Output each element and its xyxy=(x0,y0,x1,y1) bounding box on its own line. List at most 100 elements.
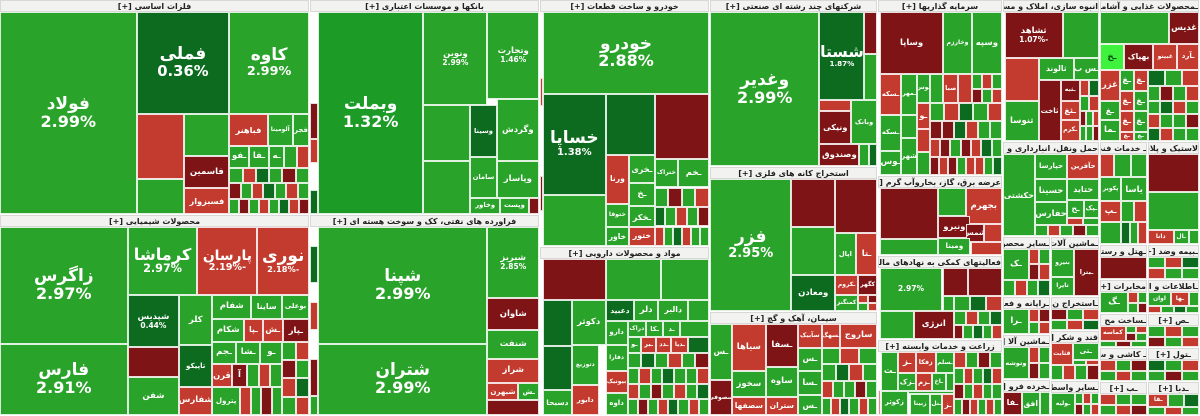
stock-tile[interactable]: ثالوند xyxy=(1038,58,1075,81)
stock-tile[interactable]: وغدیر 2.99% xyxy=(710,12,820,166)
sector-header[interactable]: ـص [+] xyxy=(1148,314,1199,326)
stock-tile-small[interactable]: 2.97% xyxy=(879,268,942,311)
stock-tile[interactable]: ـکرم xyxy=(1060,120,1080,141)
stock-tile[interactable]: کلر xyxy=(179,294,213,346)
stock-tile[interactable]: وبملت 1.32% xyxy=(318,12,424,214)
stock-tile[interactable]: ـت xyxy=(881,352,899,392)
stock-tile[interactable]: نوری -2.18% xyxy=(257,227,309,295)
stock-tile[interactable]: یاسا xyxy=(1121,177,1147,201)
sector-header[interactable]: زراعت و خدمات وابسته [+] xyxy=(878,340,1002,352)
stock-tile[interactable]: تاپیکو xyxy=(179,345,213,387)
sector-header[interactable]: ـماشین آلات و [+] xyxy=(1051,237,1099,249)
stock-tile[interactable]: بجهرم xyxy=(965,188,1002,225)
stock-tile[interactable]: ـغ xyxy=(1119,111,1134,132)
stock-tile[interactable]: ـسهگ xyxy=(821,324,841,348)
stock-tile[interactable]: ثشاهد -1.07% xyxy=(1004,12,1063,59)
stock-tile[interactable]: خاور xyxy=(605,227,630,246)
stock-tile[interactable]: ـسکه xyxy=(879,73,902,115)
stock-tile[interactable]: ـال xyxy=(1173,229,1189,244)
sector-header[interactable]: ـاستخراج ن [+] xyxy=(1051,297,1099,309)
stock-tile[interactable]: ـخ xyxy=(1100,44,1124,71)
stock-tile[interactable]: ـخ xyxy=(629,182,655,207)
stock-tile[interactable]: زکوثر xyxy=(881,391,908,415)
stock-tile[interactable]: وسپه xyxy=(971,12,1002,74)
stock-tile[interactable]: خودرو 2.88% xyxy=(543,12,709,94)
sector-header[interactable]: قند و شکر [+] xyxy=(1051,331,1099,343)
stock-tile[interactable]: ساوه xyxy=(765,366,798,397)
stock-tile[interactable]: ـز xyxy=(942,393,954,415)
stock-tile[interactable]: فجر xyxy=(292,114,309,147)
sector-header[interactable]: ـتول [+] xyxy=(1148,348,1199,360)
sector-header[interactable]: ـاطلاعات و ار [+] xyxy=(1148,280,1199,292)
stock-tile[interactable]: دراک xyxy=(627,321,647,337)
stock-tile[interactable]: ـغ xyxy=(1133,131,1148,141)
stock-tile[interactable]: ـپ xyxy=(1100,200,1122,223)
stock-tile[interactable]: شاوان xyxy=(487,298,539,331)
stock-tile[interactable]: دابور xyxy=(571,385,599,415)
stock-tile[interactable]: صبا xyxy=(943,73,959,104)
stock-tile[interactable]: ونوین 2.99% xyxy=(423,12,488,105)
stock-tile[interactable]: ـنل xyxy=(930,393,943,415)
stock-tile[interactable]: ـکروم xyxy=(834,275,859,296)
stock-tile[interactable]: ـخکر xyxy=(629,206,655,228)
stock-tile[interactable]: ساروج xyxy=(840,324,877,348)
stock-tile[interactable]: ـسفا xyxy=(765,324,798,367)
stock-tile[interactable]: حکشتی xyxy=(1003,154,1035,236)
stock-tile[interactable]: شپدیس 0.44% xyxy=(127,294,180,348)
stock-tile[interactable]: ومعادن xyxy=(791,275,835,311)
stock-tile[interactable]: ـخم xyxy=(678,159,709,188)
sector-header[interactable]: مخابرات [+] xyxy=(1100,280,1147,292)
stock-tile[interactable]: وخاور xyxy=(470,197,501,214)
stock-tile[interactable]: ـد xyxy=(663,321,680,337)
sector-header[interactable]: ـهتل و رستو [+] xyxy=(1100,245,1147,257)
stock-tile[interactable]: ـز xyxy=(898,352,916,374)
stock-tile[interactable]: غدیس xyxy=(1169,12,1199,45)
stock-tile[interactable]: کگهر xyxy=(858,275,877,296)
stock-tile[interactable]: ورنا xyxy=(605,154,630,204)
sector-header[interactable]: ـسایر واسط [+] xyxy=(1051,381,1099,393)
stock-tile[interactable]: آلومینا xyxy=(267,114,293,147)
stock-tile[interactable]: ـها xyxy=(1170,292,1189,306)
sector-header[interactable]: عرضه برق، گاز، بخاروآب گرم [+] xyxy=(878,176,1002,188)
stock-tile[interactable]: زبینا xyxy=(910,393,931,415)
stock-tile[interactable]: داوه xyxy=(605,393,628,415)
stock-tile[interactable]: فسبزوار xyxy=(184,187,230,214)
stock-tile[interactable]: بیونیک xyxy=(605,371,628,394)
stock-tile[interactable]: ـزم xyxy=(915,373,932,392)
stock-tile[interactable]: اپال xyxy=(834,233,856,276)
stock-tile[interactable]: ـجم xyxy=(212,341,236,365)
stock-tile[interactable]: ـو xyxy=(627,337,642,353)
sector-header[interactable]: فعالیتهای کمکی به نهادهای مالی [+] xyxy=(878,256,1002,268)
stock-tile[interactable]: فولاد 2.99% xyxy=(0,12,137,214)
stock-tile[interactable]: انرژی xyxy=(913,310,954,339)
stock-tile[interactable]: کاوه 2.99% xyxy=(229,12,309,114)
stock-tile[interactable]: ـدیا xyxy=(671,337,689,353)
stock-tile[interactable]: تایرا xyxy=(1051,277,1075,296)
stock-tile[interactable]: دالبر xyxy=(657,299,689,322)
stock-tile[interactable]: ـآرد xyxy=(1177,44,1199,71)
stock-tile[interactable]: پکویر xyxy=(1100,177,1122,201)
stock-tile[interactable]: شمس xyxy=(965,224,985,242)
stock-tile[interactable]: بوعلی xyxy=(282,294,309,320)
sector-header[interactable]: خودرو و ساخت قطعات [+] xyxy=(540,0,709,12)
stock-tile[interactable]: شستا 1.87% xyxy=(819,12,865,100)
stock-tile[interactable]: ـس xyxy=(797,394,822,415)
stock-tile[interactable]: وساپا xyxy=(879,12,944,74)
sector-header[interactable]: ـدبا [+] xyxy=(1148,382,1199,394)
stock-tile[interactable]: ـه xyxy=(268,146,285,168)
sector-header[interactable]: ـرایانه و فعا [+] xyxy=(1003,297,1050,309)
sector-header[interactable]: حمل ونقل، انبارداری و ارتباطات [+] xyxy=(1003,142,1099,154)
sector-header[interactable]: شرکتهای چند رشته ای صنعتی [+] xyxy=(710,0,877,12)
stock-tile[interactable]: ـفو xyxy=(229,146,250,168)
stock-tile[interactable]: قرن xyxy=(212,364,232,387)
stock-tile[interactable]: ـزک xyxy=(898,373,916,392)
stock-tile[interactable]: کماسه xyxy=(1100,326,1126,341)
stock-tile[interactable]: ـغ xyxy=(1119,131,1134,141)
sector-header[interactable]: ـ خدمات فنی [+] xyxy=(1100,142,1147,154)
stock-tile[interactable]: دعبید xyxy=(605,299,635,322)
stock-tile[interactable]: وپاسار xyxy=(496,161,539,198)
stock-tile[interactable]: ـتا xyxy=(855,233,877,276)
stock-tile[interactable]: ـس ب xyxy=(1074,58,1099,81)
sector-header[interactable]: سیمان، آهک و گچ [+] xyxy=(710,312,877,324)
